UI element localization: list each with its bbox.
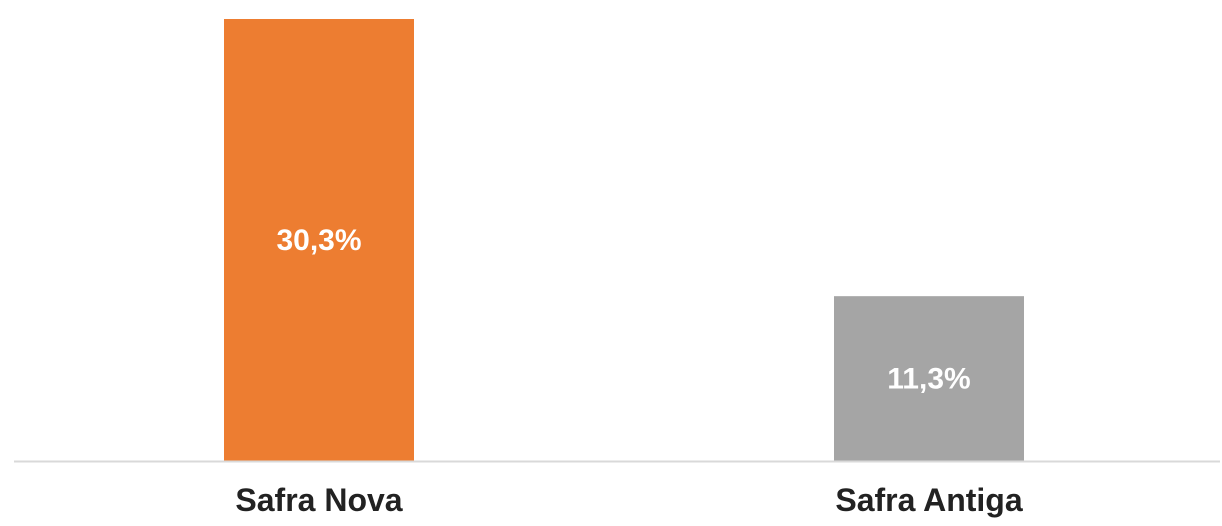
data-label-0: 30,3% [276,224,361,257]
data-label-1: 11,3% [887,363,970,396]
category-label-1: Safra Antiga [835,482,1023,518]
bar-0 [224,19,414,461]
category-label-0: Safra Nova [235,482,402,518]
bar-1 [834,296,1024,461]
